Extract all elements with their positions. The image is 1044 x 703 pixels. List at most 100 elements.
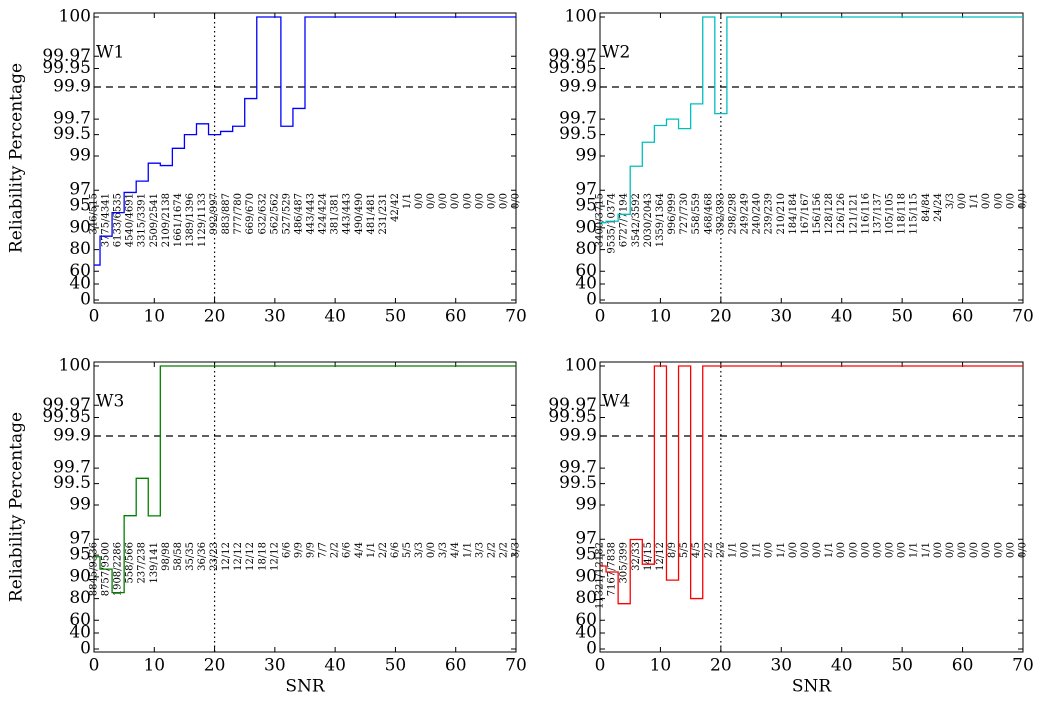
count-label: 0/0 <box>981 193 992 209</box>
count-label: 727/730 <box>679 193 690 235</box>
y-tick-label: 100 <box>565 356 597 376</box>
reliability-step <box>600 365 1023 605</box>
y-tick-label: 90 <box>69 566 91 586</box>
y-tick-label: 100 <box>59 7 91 27</box>
count-label: 3/3 <box>474 542 485 558</box>
count-label: 6/6 <box>342 542 353 558</box>
count-label: 35/35 <box>185 542 196 571</box>
count-label: 0/0 <box>1018 542 1029 558</box>
y-tick-label: 100 <box>59 356 91 376</box>
count-label: 3/3 <box>945 193 956 209</box>
x-tick-label: 50 <box>891 656 913 676</box>
reliability-step <box>600 16 1023 224</box>
count-label: 58/58 <box>173 542 184 571</box>
count-label: 527/529 <box>281 193 292 235</box>
count-label: 12/12 <box>221 542 232 571</box>
y-tick-label: 90 <box>575 566 597 586</box>
y-tick-label: 99.97 <box>42 395 91 415</box>
y-tick-label: 99.7 <box>559 458 597 478</box>
y-tick-label: 40 <box>69 622 91 642</box>
x-tick-label: 40 <box>324 307 346 327</box>
count-label: 0/0 <box>1005 542 1016 558</box>
count-label: 0/0 <box>414 193 425 209</box>
count-label: 1/1 <box>752 542 763 558</box>
count-label: 239/239 <box>764 193 775 235</box>
count-label: 0/0 <box>486 193 497 209</box>
x-tick-label: 30 <box>770 307 792 327</box>
count-label: 996/999 <box>667 193 678 235</box>
y-tick-label: 60 <box>575 261 597 281</box>
count-label: 115/115 <box>909 193 920 235</box>
y-tick-label: 99.97 <box>548 46 597 66</box>
y-tick-label: 40 <box>69 273 91 293</box>
count-label: 1661/1674 <box>173 193 184 247</box>
count-label: 6133/6535 <box>113 193 124 247</box>
reliability-step <box>94 365 516 594</box>
count-label: 8845/9336 <box>89 542 100 596</box>
y-tick-label: 0 <box>586 290 597 310</box>
plot-frame <box>93 12 517 304</box>
count-label: 0/0 <box>885 542 896 558</box>
y-tick-label: 99.7 <box>53 109 91 129</box>
y-tick-label: 99.95 <box>548 58 597 78</box>
count-label: 3542/3592 <box>631 193 642 247</box>
count-label: 0/0 <box>957 542 968 558</box>
count-label: 0/0 <box>474 193 485 209</box>
plot-frame <box>93 361 517 653</box>
count-label: 0/0 <box>860 542 871 558</box>
count-label: 5/5 <box>402 542 413 558</box>
y-tick-label: 99.7 <box>53 458 91 478</box>
count-label: 486/487 <box>293 193 304 235</box>
x-tick-label: 40 <box>324 656 346 676</box>
count-label: 3400/3715 <box>595 193 606 247</box>
count-label: 137/137 <box>872 193 883 235</box>
count-label: 9535/10374 <box>607 193 618 254</box>
x-tick-label: 10 <box>650 656 672 676</box>
count-label: 1129/1133 <box>197 193 208 247</box>
count-label: 0/0 <box>836 542 847 558</box>
count-label: 1/1 <box>727 542 738 558</box>
x-tick-label: 70 <box>505 656 527 676</box>
x-tick-label: 40 <box>831 307 853 327</box>
count-label: 11321/12182 <box>595 542 606 609</box>
x-tick-label: 50 <box>385 307 407 327</box>
count-label: 0/0 <box>957 193 968 209</box>
count-label: 126/126 <box>836 193 847 235</box>
count-label: 0/0 <box>981 542 992 558</box>
count-label: 1/1 <box>824 542 835 558</box>
count-label: 7/7 <box>318 542 329 558</box>
x-tick-label: 0 <box>89 656 100 676</box>
count-label: 139/141 <box>149 542 160 584</box>
x-tick-label: 70 <box>1012 307 1034 327</box>
count-label: 346/515 <box>89 193 100 235</box>
y-tick-label: 99.7 <box>559 109 597 129</box>
y-tick-label: 99.95 <box>42 407 91 427</box>
count-label: 1908/2286 <box>113 542 124 596</box>
reliability-step <box>94 16 516 266</box>
x-tick-label: 10 <box>143 656 165 676</box>
count-label: 392/393 <box>715 193 726 235</box>
count-label: 0/0 <box>462 193 473 209</box>
count-label: 0/0 <box>812 542 823 558</box>
count-label: 3/3 <box>414 542 425 558</box>
count-label: 0/0 <box>993 542 1004 558</box>
count-label: 121/121 <box>848 193 859 235</box>
count-label: 4/4 <box>354 542 365 558</box>
count-label: 184/184 <box>788 193 799 235</box>
y-tick-label: 0 <box>80 290 91 310</box>
y-tick-label: 99.5 <box>53 473 91 493</box>
y-tick-label: 99.95 <box>548 407 597 427</box>
count-label: 240/240 <box>752 193 763 235</box>
count-label: 237/238 <box>137 542 148 584</box>
count-label: 0/0 <box>933 542 944 558</box>
y-tick-label: 0 <box>586 639 597 659</box>
y-tick-label: 60 <box>575 610 597 630</box>
count-label: 443/443 <box>306 193 317 235</box>
x-tick-label: 30 <box>264 307 286 327</box>
plot-frame <box>599 361 1024 653</box>
x-tick-label: 20 <box>710 656 732 676</box>
y-tick-label: 97 <box>69 180 91 200</box>
count-label: 4/5 <box>691 542 702 558</box>
x-axis-label: SNR <box>792 677 833 697</box>
count-label: 632/632 <box>257 193 268 235</box>
